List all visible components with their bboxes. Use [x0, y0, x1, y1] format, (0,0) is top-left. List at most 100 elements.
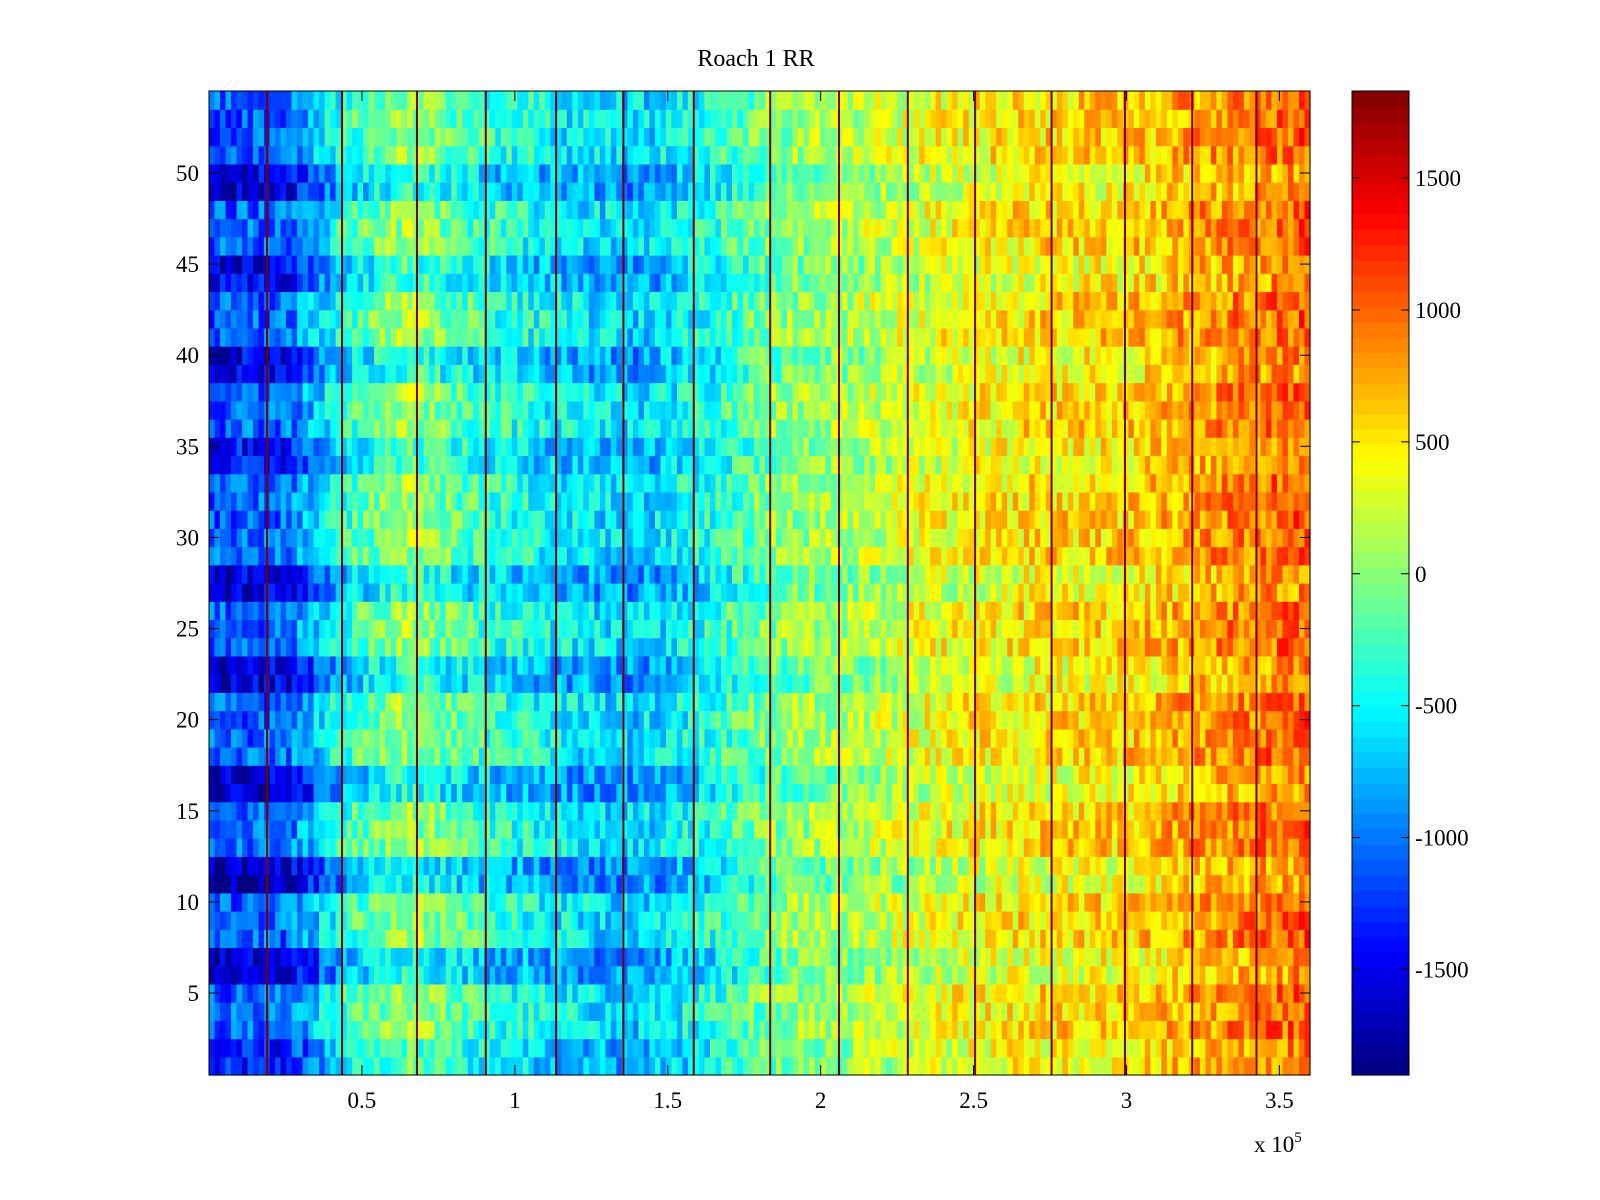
heatmap-cell [506, 1002, 513, 1021]
heatmap-cell [737, 747, 744, 766]
heatmap-cell [957, 765, 964, 785]
heatmap-cell [1078, 728, 1085, 748]
heatmap-cell [363, 947, 370, 967]
heatmap-cell [1199, 1020, 1207, 1040]
heatmap-cell [990, 655, 997, 675]
heatmap-cell [330, 710, 337, 730]
heatmap-cell [731, 947, 739, 967]
heatmap-cell [864, 692, 871, 712]
heatmap-cell [231, 801, 238, 821]
heatmap-cell [1265, 1056, 1273, 1076]
heatmap-cell [1282, 819, 1289, 839]
heatmap-cell [1150, 710, 1157, 730]
heatmap-cell [660, 619, 667, 639]
heatmap-cell [880, 1056, 887, 1076]
heatmap-cell [1238, 838, 1245, 857]
heatmap-cell [517, 965, 524, 985]
heatmap-cell [500, 1038, 507, 1058]
heatmap-cell [467, 710, 474, 730]
heatmap-cell [792, 692, 799, 712]
heatmap-cell [1282, 856, 1289, 876]
heatmap-cell [649, 710, 656, 730]
heatmap-cell [908, 965, 915, 985]
heatmap-cell [418, 1056, 425, 1076]
heatmap-cell [919, 655, 926, 675]
heatmap-cell [280, 983, 287, 1003]
heatmap-cell [1018, 655, 1025, 675]
heatmap-cell [957, 655, 964, 675]
heatmap-cell [798, 728, 805, 748]
heatmap-cell [919, 710, 926, 730]
heatmap-cell [583, 911, 590, 930]
heatmap-cell [440, 1002, 447, 1021]
heatmap-cell [1150, 929, 1157, 949]
heatmap-cell [831, 710, 838, 730]
heatmap-cell [1078, 819, 1085, 839]
heatmap-cell [776, 801, 783, 821]
heatmap-cell [1062, 710, 1069, 730]
heatmap-cell [902, 892, 909, 912]
heatmap-cell [676, 619, 684, 639]
heatmap-cell [363, 856, 370, 876]
heatmap-cell [842, 783, 849, 803]
heatmap-cell [1304, 874, 1311, 894]
heatmap-cell [974, 637, 981, 657]
heatmap-cell [209, 838, 216, 857]
heatmap-cell [621, 1056, 628, 1076]
heatmap-cell [401, 765, 408, 785]
heatmap-cell [407, 983, 414, 1003]
heatmap-cell [214, 911, 221, 930]
heatmap-cell [456, 637, 463, 657]
heatmap-cell [737, 655, 744, 675]
heatmap-cell [418, 801, 425, 821]
heatmap-cell [693, 911, 700, 930]
heatmap-cell [533, 874, 540, 894]
heatmap-cell [638, 692, 645, 712]
heatmap-cell [1144, 965, 1151, 985]
heatmap-cell [660, 674, 667, 693]
heatmap-cell [434, 710, 441, 730]
heatmap-cell [660, 965, 667, 985]
heatmap-cell [1062, 674, 1069, 693]
heatmap-cell [368, 892, 375, 912]
heatmap-cell [275, 692, 282, 712]
heatmap-cell [1232, 765, 1240, 785]
heatmap-cell [429, 874, 436, 894]
heatmap-cell [1111, 911, 1118, 930]
heatmap-cell [440, 783, 447, 803]
heatmap-cell [1012, 765, 1019, 785]
heatmap-cell [1304, 728, 1311, 748]
heatmap-cell [511, 747, 518, 766]
heatmap-cell [731, 747, 739, 766]
heatmap-cell [709, 911, 717, 930]
heatmap-cell [511, 838, 518, 857]
heatmap-cell [220, 655, 227, 675]
heatmap-cell [324, 1038, 331, 1058]
heatmap-cell [1199, 692, 1207, 712]
heatmap-cell [897, 929, 904, 949]
heatmap-cell [770, 801, 777, 821]
heatmap-cell [269, 783, 276, 803]
heatmap-cell [632, 710, 639, 730]
heatmap-cell [765, 1020, 772, 1040]
heatmap-cell [693, 1020, 700, 1040]
heatmap-cell [363, 1038, 370, 1058]
heatmap-cell [440, 965, 447, 985]
heatmap-cell [1221, 692, 1229, 712]
heatmap-cell [847, 783, 854, 803]
heatmap-cell [1276, 1056, 1284, 1076]
heatmap-cell [654, 892, 662, 912]
heatmap-cell [720, 619, 728, 639]
heatmap-cell [1304, 838, 1311, 857]
heatmap-cell [720, 674, 728, 693]
heatmap-cell [1271, 929, 1278, 949]
heatmap-cell [1073, 929, 1080, 949]
heatmap-cell [627, 692, 634, 712]
heatmap-cell [979, 747, 986, 766]
heatmap-cell [759, 929, 766, 949]
heatmap-cell [1051, 710, 1058, 730]
heatmap-cell [820, 1056, 827, 1076]
heatmap-cell [418, 1038, 425, 1058]
heatmap-cell [275, 1020, 282, 1040]
heatmap-cell [247, 819, 254, 839]
